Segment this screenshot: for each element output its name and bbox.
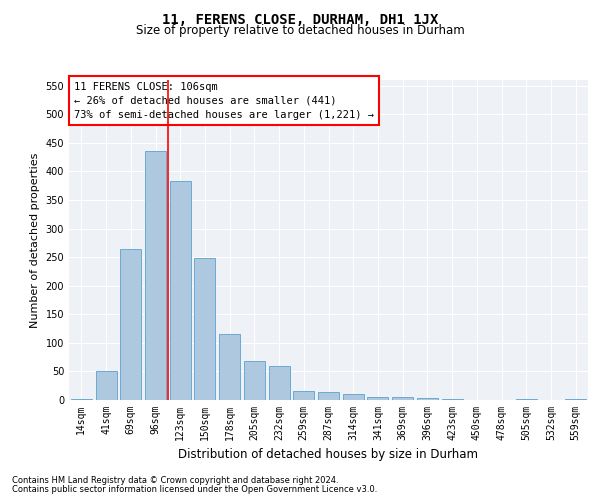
Bar	[269, 366, 290, 400]
Bar	[219, 334, 240, 400]
Text: Size of property relative to detached houses in Durham: Size of property relative to detached ho…	[136, 24, 464, 37]
Bar	[392, 397, 413, 400]
Text: Contains HM Land Registry data © Crown copyright and database right 2024.: Contains HM Land Registry data © Crown c…	[12, 476, 338, 485]
Bar	[145, 152, 166, 400]
Y-axis label: Number of detached properties: Number of detached properties	[30, 152, 40, 328]
Bar	[170, 181, 191, 400]
Text: Contains public sector information licensed under the Open Government Licence v3: Contains public sector information licen…	[12, 485, 377, 494]
Bar	[343, 394, 364, 400]
Bar	[367, 396, 388, 400]
Bar	[516, 399, 537, 400]
Bar	[318, 392, 339, 400]
X-axis label: Distribution of detached houses by size in Durham: Distribution of detached houses by size …	[179, 448, 479, 462]
Bar	[244, 361, 265, 400]
Text: 11 FERENS CLOSE: 106sqm
← 26% of detached houses are smaller (441)
73% of semi-d: 11 FERENS CLOSE: 106sqm ← 26% of detache…	[74, 82, 374, 120]
Bar	[71, 399, 92, 400]
Bar	[120, 248, 141, 400]
Bar	[95, 372, 116, 400]
Text: 11, FERENS CLOSE, DURHAM, DH1 1JX: 11, FERENS CLOSE, DURHAM, DH1 1JX	[162, 12, 438, 26]
Bar	[417, 398, 438, 400]
Bar	[442, 399, 463, 400]
Bar	[293, 392, 314, 400]
Bar	[194, 258, 215, 400]
Bar	[565, 399, 586, 400]
